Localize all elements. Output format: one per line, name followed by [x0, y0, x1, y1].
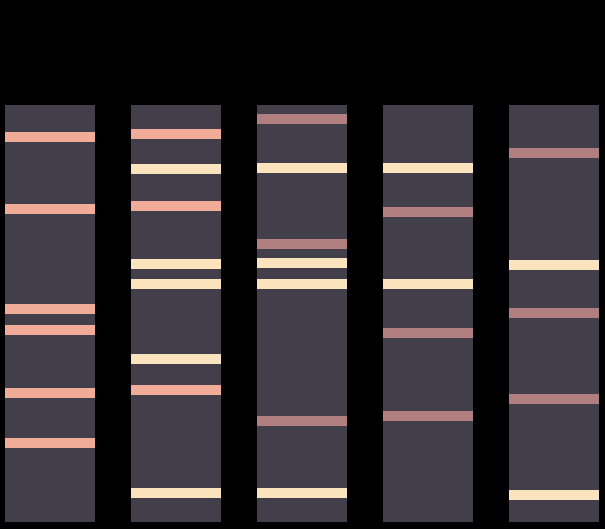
- bar: [383, 279, 473, 289]
- bar: [5, 304, 95, 314]
- bar: [383, 163, 473, 173]
- column: [257, 105, 347, 522]
- bar: [5, 388, 95, 398]
- bar: [5, 325, 95, 335]
- bar: [131, 201, 221, 211]
- bar: [131, 385, 221, 395]
- column: [5, 105, 95, 522]
- bar: [383, 411, 473, 421]
- bar: [383, 207, 473, 217]
- bar: [257, 416, 347, 426]
- bar: [257, 279, 347, 289]
- bar: [509, 308, 599, 318]
- bar: [131, 164, 221, 174]
- bar: [131, 129, 221, 139]
- bar: [257, 163, 347, 173]
- bar: [257, 239, 347, 249]
- bar: [257, 114, 347, 124]
- bar: [383, 328, 473, 338]
- bar: [257, 258, 347, 268]
- bar: [131, 259, 221, 269]
- column: [383, 105, 473, 522]
- column: [131, 105, 221, 522]
- column: [509, 105, 599, 522]
- bar: [5, 438, 95, 448]
- bar: [131, 488, 221, 498]
- column-track: [257, 105, 347, 522]
- bar: [509, 260, 599, 270]
- bar: [509, 148, 599, 158]
- column-track: [131, 105, 221, 522]
- bar: [5, 204, 95, 214]
- bar: [131, 354, 221, 364]
- bar: [257, 488, 347, 498]
- bar: [5, 132, 95, 142]
- column-track: [383, 105, 473, 522]
- bar: [509, 490, 599, 500]
- bar: [131, 279, 221, 289]
- bar: [509, 394, 599, 404]
